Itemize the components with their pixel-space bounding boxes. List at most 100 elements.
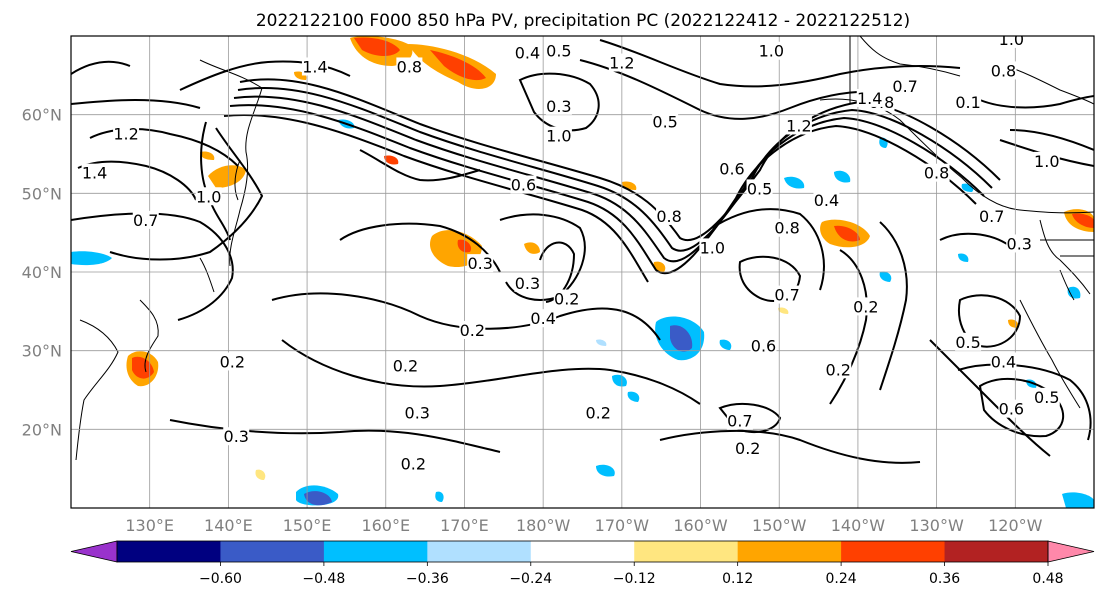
contour-label: 1.0 (999, 30, 1024, 49)
contour-label: 0.4 (814, 191, 839, 210)
contour-label: 0.5 (652, 113, 677, 132)
contour-label-bg (514, 273, 541, 292)
contour-label-bg (301, 57, 328, 76)
lon-tick-label: 130°E (125, 516, 174, 535)
colorbar-segment (117, 541, 221, 562)
lon-tick-label: 140°W (831, 516, 886, 535)
contour-label: 0.3 (467, 254, 492, 273)
contour-label: 0.2 (554, 290, 579, 309)
contour-label-bg (585, 403, 612, 422)
contour-label-bg (113, 124, 140, 143)
contour-label-bg (396, 57, 423, 76)
lat-tick-label: 60°N (22, 106, 62, 125)
colorbar-segment (737, 541, 842, 562)
contour-label-bg (774, 285, 801, 304)
contour-label-bg (774, 218, 801, 237)
colorbar-tick-label: 0.12 (722, 571, 753, 587)
contour-label: 0.5 (747, 179, 772, 198)
map-frame (70, 35, 1095, 509)
contour-label: 0.7 (727, 411, 752, 430)
contour-label: 0.3 (1007, 234, 1032, 253)
contour-label-bg (998, 399, 1025, 418)
contour-label-bg (923, 163, 950, 182)
contour-label: 1.0 (546, 127, 571, 146)
contour-label-bg (813, 191, 840, 210)
contour-label-bg (998, 36, 1025, 48)
contour-label: 0.5 (546, 42, 571, 61)
lon-tick-label: 180°W (516, 516, 571, 535)
colorbar-tick-label: −0.48 (302, 571, 345, 587)
contour-label-bg (553, 289, 580, 308)
colorbar-extend-min (70, 540, 118, 563)
contour-label: 0.3 (515, 274, 540, 293)
contour-label: 0.6 (751, 337, 776, 356)
contour-label: 0.2 (586, 404, 611, 423)
contour-label: 0.2 (735, 439, 760, 458)
contour-label: 0.2 (393, 356, 418, 375)
colorbar-tick-label: 0.48 (1032, 571, 1063, 587)
lon-tick-label: 160°E (361, 516, 410, 535)
contour-label: 0.2 (853, 297, 878, 316)
contour-label: 1.0 (759, 42, 784, 61)
contour-label: 0.4 (515, 43, 540, 62)
contour-label-bg (892, 77, 919, 96)
lon-tick-label: 160°W (673, 516, 728, 535)
contour-label: 0.5 (955, 333, 980, 352)
contour-label-bg (514, 43, 541, 62)
colorbar-segment (427, 541, 532, 562)
lat-tick-label: 40°N (22, 263, 62, 282)
colorbar-frame (116, 540, 1049, 563)
contour-label-bg (219, 352, 246, 371)
contour-label-bg (852, 297, 879, 316)
contour-label-bg (719, 159, 746, 178)
contour-label: 1.2 (609, 54, 634, 73)
contour-label: 0.2 (401, 455, 426, 474)
contour-label: 0.6 (511, 175, 536, 194)
contour-label-bg (785, 116, 812, 135)
contour-label-bg (132, 210, 159, 229)
contour-label: 0.8 (991, 61, 1016, 80)
contour-label: 0.4 (991, 352, 1016, 371)
contour-label: 0.8 (656, 207, 681, 226)
contour-label-bg (750, 336, 777, 355)
lon-tick-label: 150°W (752, 516, 807, 535)
contour-label-bg (758, 41, 785, 60)
colorbar-tick-label: 0.36 (929, 571, 960, 587)
lon-tick-label: 140°E (204, 516, 253, 535)
lat-tick-label: 50°N (22, 184, 62, 203)
contour-label-bg (223, 427, 250, 446)
contour-label-bg (746, 179, 773, 198)
contour-label-bg (195, 187, 222, 206)
contour-label: 0.7 (774, 286, 799, 305)
latitude-labels: 60°N 50°N 40°N 30°N 20°N (22, 106, 62, 440)
contour-label-bg (1006, 234, 1033, 253)
contour-label-bg (81, 163, 108, 182)
longitude-labels: 130°E 140°E 150°E 160°E 170°E 180°W 170°W 160°W… (125, 516, 1042, 535)
contour-label-bg (545, 126, 572, 145)
contour-label-bg (652, 112, 679, 131)
map-panel: 1.4 0.80.40.31.01.21.41.00.70.60.30.30.40… (71, 30, 1094, 508)
contour-label-bg (1033, 387, 1060, 406)
lon-tick-label: 120°W (988, 516, 1043, 535)
colorbar-segment (530, 541, 635, 562)
colorbar: −0.60 −0.48 −0.36 −0.24 −0.12 0.12 0.24 0.36 0.4… (70, 540, 1095, 587)
contour-label: 0.3 (405, 404, 430, 423)
colorbar-segment (944, 541, 1049, 562)
lon-tick-label: 130°W (909, 516, 964, 535)
lon-tick-label: 150°E (283, 516, 332, 535)
contour-label: 0.1 (955, 93, 980, 112)
colorbar-segment (220, 541, 325, 562)
contour-label-bg (392, 356, 419, 375)
contour-label-bg (530, 309, 557, 328)
contour-label-bg (955, 92, 982, 111)
contour-label: 0.5 (1034, 388, 1059, 407)
lat-tick-label: 20°N (22, 420, 62, 439)
contour-label: 1.4 (857, 89, 882, 108)
contour-label-bg (726, 411, 753, 430)
contour-label-bg (699, 238, 726, 257)
colorbar-tick-label: −0.24 (509, 571, 552, 587)
contour-labels: 1.4 0.80.40.31.01.21.41.00.70.60.30.30.40… (81, 30, 1060, 474)
contour-label: 0.3 (546, 97, 571, 116)
contour-label: 1.2 (113, 124, 138, 143)
